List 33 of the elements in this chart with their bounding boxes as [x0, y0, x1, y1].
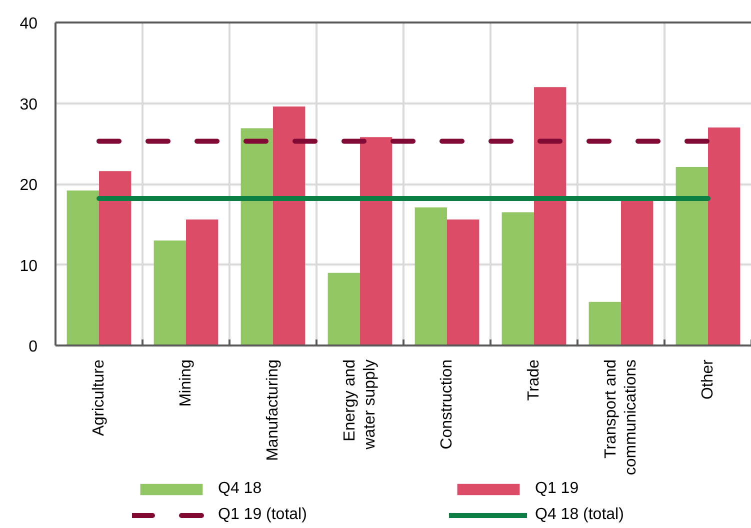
legend-label: Q4 18 [218, 480, 263, 498]
bar [414, 207, 447, 346]
x-tick-label: Manufacturing [264, 360, 282, 461]
bar [360, 137, 392, 346]
x-tick-label: Trade [526, 359, 542, 401]
legend-label: Q4 18 (total) [535, 506, 625, 524]
y-tick-label: 40 [20, 16, 38, 32]
x-tick-label: Construction [438, 359, 456, 450]
x-tick-label: Mining [178, 359, 194, 407]
bar [588, 302, 621, 346]
bar [273, 106, 306, 346]
bar [99, 171, 132, 346]
x-tick-label: Agriculture [90, 359, 108, 436]
bar [534, 87, 566, 346]
bar [676, 167, 708, 346]
x-tick-label: Other [700, 358, 716, 400]
x-tick-label: Energy and water supply [341, 359, 379, 450]
bar [708, 127, 740, 346]
bar [328, 272, 360, 346]
bar [186, 220, 218, 346]
y-tick-label: 20 [20, 177, 38, 194]
bar [621, 200, 654, 346]
legend-label: Q1 19 (total) [218, 506, 308, 524]
y-tick-label: 10 [20, 258, 38, 275]
bar [240, 128, 273, 346]
bar [66, 190, 99, 346]
legend-label: Q1 19 [535, 480, 580, 498]
x-tick-label: Transport and communications [602, 359, 640, 476]
bar [502, 212, 534, 346]
y-tick-label: 30 [20, 96, 38, 114]
bar [154, 240, 186, 346]
y-tick-label: 0 [28, 338, 38, 356]
bar [447, 220, 480, 346]
